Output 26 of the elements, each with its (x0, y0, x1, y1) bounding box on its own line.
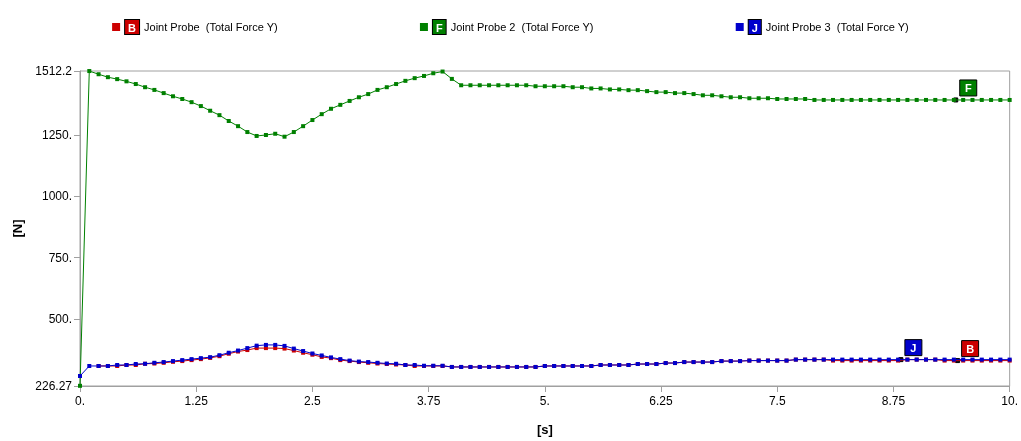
y-tick-label: 1000. (41, 189, 72, 204)
y-tick-label: 750. (48, 250, 72, 265)
text: B (128, 21, 137, 34)
x-tick-label: 7.5 (768, 394, 786, 408)
legend-label: Joint Probe 2 (Total Force Y) (450, 21, 594, 33)
x-tick-label: 1.25 (184, 394, 209, 408)
text: J (751, 21, 758, 34)
x-tick-label: 3.75 (416, 394, 441, 408)
annotation: B (966, 342, 975, 355)
annotation: F (964, 81, 972, 94)
annotation: J (910, 341, 917, 354)
x-tick-label: 2.5 (304, 394, 322, 408)
legend-label: Joint Probe 3 (Total Force Y) (765, 21, 909, 33)
legend-label: Joint Probe (Total Force Y) (144, 21, 278, 33)
y-axis-title: [N] (10, 219, 26, 238)
x-tick-label: 10. (1001, 394, 1018, 408)
x-axis-title: [s] (536, 422, 553, 437)
x-tick-label: 6.25 (649, 394, 674, 408)
y-tick-label: 1250. (41, 128, 72, 143)
y-tick-label: 226.27 (35, 379, 73, 393)
text: F (435, 21, 443, 34)
y-tick-label: 1512.2 (35, 64, 73, 78)
y-tick-label: 500. (48, 311, 72, 326)
x-tick-label: 0. (74, 394, 86, 408)
x-tick-label: 8.75 (881, 394, 906, 408)
x-tick-label: 5. (539, 394, 550, 408)
